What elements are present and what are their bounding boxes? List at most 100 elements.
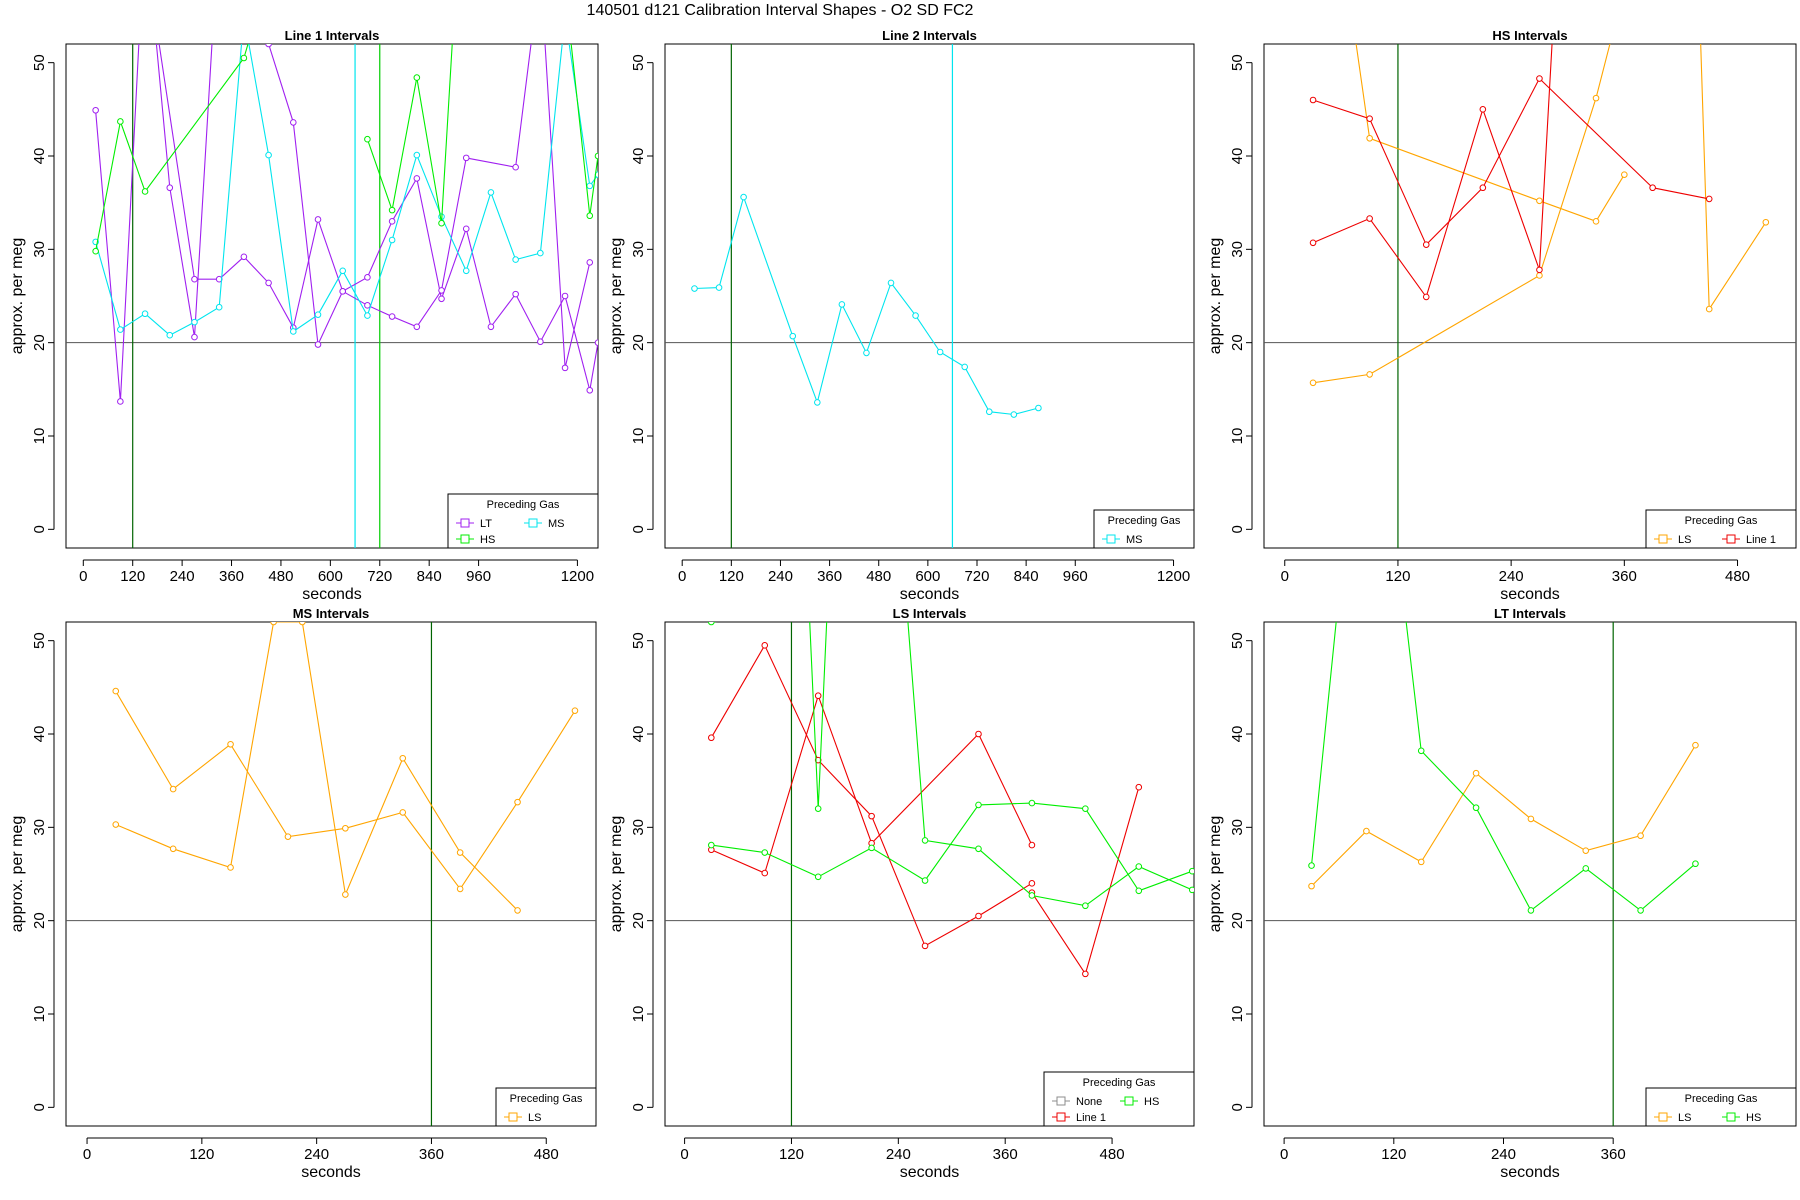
data-point: [715, 284, 723, 291]
data-point: [789, 332, 797, 340]
x-tick-label: 840: [1014, 568, 1039, 585]
y-axis-label: approx. per meg: [608, 816, 625, 933]
data-point: [456, 885, 464, 893]
data-point: [399, 754, 407, 762]
data-point: [191, 318, 198, 326]
plot-frame: [1263, 43, 1797, 549]
data-point: [364, 312, 371, 319]
legend-title: Preceding Gas: [510, 1093, 583, 1105]
data-point: [1135, 887, 1143, 895]
data-point: [92, 247, 99, 255]
data-point: [487, 323, 495, 331]
data-point: [1028, 841, 1036, 849]
series-line-ms: [95, 44, 598, 336]
data-point: [1366, 134, 1373, 142]
x-tick-label: 840: [417, 568, 442, 585]
y-tick-label: 10: [630, 1006, 647, 1023]
legend: Preceding Gas LS Line 1: [1645, 509, 1797, 549]
data-point: [169, 845, 177, 853]
legend-swatch-marker: [508, 1112, 518, 1122]
data-point: [1309, 96, 1317, 104]
panel-4: MS Intervals 0 120 240 360 480 seconds 0 10 20 30 4…: [9, 606, 597, 1181]
data-point: [314, 216, 322, 223]
data-point: [586, 259, 594, 266]
data-point: [117, 118, 124, 125]
legend-label: Line 1: [1746, 534, 1776, 546]
data-point: [438, 287, 445, 294]
data-point: [740, 193, 747, 201]
data-point: [265, 279, 272, 287]
data-point: [912, 312, 919, 319]
legend-swatch-marker: [1124, 1096, 1134, 1106]
data-point: [761, 869, 769, 877]
legend-label: Line 1: [1076, 1112, 1106, 1124]
x-tick-label: 480: [1725, 568, 1750, 585]
data-point: [289, 328, 297, 335]
data-point: [1366, 215, 1373, 222]
data-point: [1417, 747, 1425, 755]
x-tick-label: 240: [1491, 1146, 1516, 1163]
y-tick-label: 10: [630, 428, 647, 445]
data-point: [975, 730, 982, 738]
data-point: [462, 225, 470, 233]
data-point: [342, 891, 349, 898]
data-point: [1028, 880, 1036, 887]
plot-area: [1264, 44, 1796, 548]
x-tick-label: 240: [768, 568, 793, 585]
y-axis-label: approx. per meg: [1207, 816, 1224, 933]
data-point: [1082, 902, 1089, 910]
legend-title: Preceding Gas: [487, 499, 560, 511]
data-point: [413, 74, 421, 81]
x-tick-label: 360: [419, 1146, 444, 1163]
plot-frame: [65, 43, 599, 549]
y-tick-label: 10: [31, 428, 48, 445]
y-tick-label: 0: [31, 525, 48, 533]
data-point: [1536, 272, 1543, 279]
y-tick-label: 50: [31, 54, 48, 71]
legend: Preceding Gas MS: [1093, 509, 1195, 549]
data-point: [975, 845, 982, 853]
data-point: [1082, 805, 1089, 812]
panel-2: Line 2 Intervals 0 120 240 360 480 600 720 840 96…: [608, 28, 1195, 603]
data-point: [438, 295, 445, 303]
data-point: [388, 313, 396, 320]
x-tick-label: 480: [1100, 1146, 1125, 1163]
data-point: [166, 331, 174, 339]
data-point: [691, 285, 698, 292]
legend-title: Preceding Gas: [1685, 1093, 1758, 1105]
data-point: [1308, 862, 1315, 869]
x-tick-label: 1200: [561, 568, 594, 585]
legend-swatch-marker: [1056, 1112, 1066, 1122]
data-point: [1308, 882, 1315, 890]
data-point: [1366, 371, 1373, 378]
data-point: [1705, 305, 1713, 313]
y-tick-label: 40: [1229, 726, 1246, 743]
data-point: [887, 279, 895, 287]
data-point: [868, 812, 875, 820]
legend-swatch-marker: [1726, 534, 1736, 544]
data-point: [514, 798, 521, 806]
plot-frame: [65, 621, 597, 1127]
data-point: [561, 292, 569, 300]
data-point: [1366, 115, 1373, 122]
series-line-hs: [570, 44, 598, 216]
data-point: [314, 311, 322, 318]
x-tick-label: 120: [120, 568, 145, 585]
legend-label: LT: [480, 518, 492, 530]
x-axis-label: seconds: [1500, 1164, 1560, 1181]
x-axis-label: seconds: [1500, 586, 1560, 603]
data-point: [863, 349, 870, 357]
legend-swatch-marker: [1726, 1112, 1736, 1122]
legend-label: LS: [528, 1112, 541, 1124]
y-axis-label: approx. per meg: [9, 816, 26, 933]
data-point: [364, 274, 371, 281]
data-point: [514, 907, 521, 914]
data-point: [1188, 886, 1194, 894]
y-tick-label: 30: [31, 819, 48, 836]
data-point: [227, 864, 234, 871]
data-point: [1762, 218, 1770, 226]
data-point: [1417, 858, 1425, 866]
x-tick-label: 120: [779, 1146, 804, 1163]
y-tick-label: 50: [1229, 632, 1246, 649]
data-point: [112, 821, 120, 828]
